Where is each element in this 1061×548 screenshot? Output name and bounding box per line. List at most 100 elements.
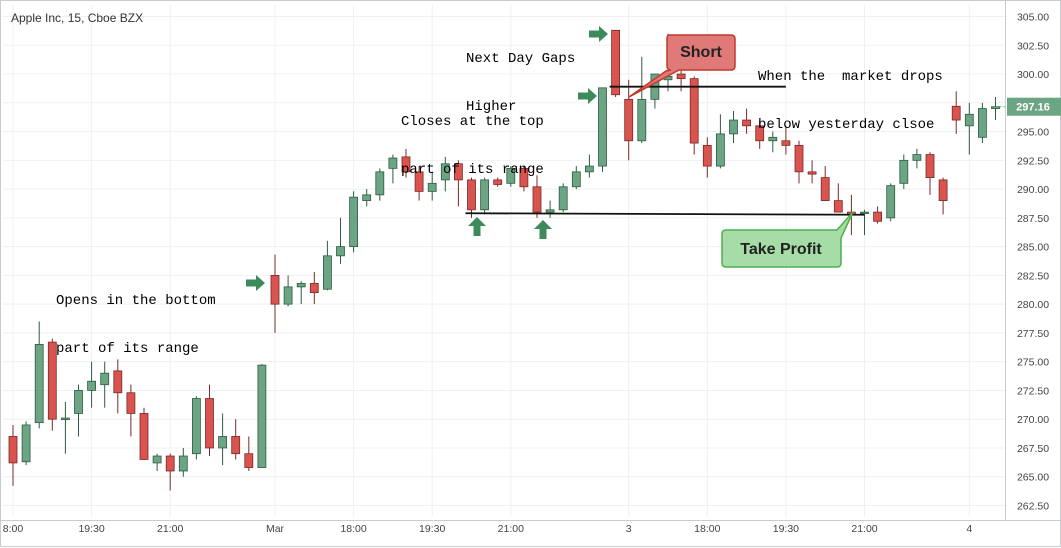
candle-body [74,390,83,414]
take-profit-label: Take Profit [740,241,822,258]
x-tick-label: 8:00 [3,523,24,535]
candle [519,166,529,192]
candle-body [545,209,555,213]
y-tick-label: 305.00 [1017,12,1049,24]
candle [506,166,516,187]
candle-body [860,211,869,215]
candle [218,413,228,466]
candle [964,102,974,155]
candle-body [388,157,398,169]
candle-body [886,185,896,219]
candle [938,177,948,215]
x-tick-label: 18:00 [694,523,720,535]
candle [558,183,568,213]
candle [598,87,607,172]
candle [336,217,345,264]
x-tick-label: 18:00 [340,523,366,535]
candle [427,171,437,201]
candle-body [100,372,110,386]
candle-body [218,436,228,449]
candle-body [336,246,345,257]
y-tick-label: 280.00 [1017,299,1049,311]
candle-body [87,380,96,391]
candle-body [624,98,634,142]
x-tick-label: 4 [966,523,972,535]
candle-body [781,140,791,146]
candle [440,156,450,192]
candle [951,91,961,134]
candle [729,110,738,144]
candle-body [8,436,18,464]
chart-title: Apple Inc, 15, Cboe BZX [11,11,144,25]
candle-body [61,417,70,420]
candle-body [689,78,699,144]
x-tick-label: 3 [626,523,632,535]
candle [912,148,922,169]
candle-body [807,171,817,175]
candle-body [493,179,503,185]
drop-note-line2: below yesterday clsoe [758,117,935,133]
candle-body [925,154,935,178]
short-callout: Short [628,34,736,98]
candle-body [729,119,738,135]
open-note-line1: Opens in the bottom [56,293,216,309]
candle [126,384,136,437]
candle [873,206,882,224]
y-tick-label: 295.00 [1017,127,1049,139]
candle [860,209,869,236]
y-tick-label: 282.50 [1017,270,1049,282]
take-profit-bubble [721,211,854,268]
candle-body [899,159,909,184]
candle [702,137,712,178]
candle-body [820,177,830,201]
candle [283,275,293,307]
x-tick-label: 19:30 [78,523,104,535]
close-arrow-icon [578,88,597,104]
candle [453,160,463,207]
candle [545,200,555,218]
candle-body [47,341,57,420]
candle-body [375,171,385,196]
y-tick-label: 285.00 [1017,242,1049,254]
candle-body [585,165,594,173]
candle-body [21,424,31,463]
candle [585,154,594,178]
y-tick-label: 272.50 [1017,385,1049,397]
y-tick-label: 290.00 [1017,184,1049,196]
open-arrow-icon [246,275,265,291]
candle-body [244,453,254,468]
x-tick-label: 19:30 [419,523,445,535]
close-note-line1: Closes at the top [401,114,544,130]
candle-body [205,398,214,449]
candle [244,436,254,471]
candle [349,191,359,253]
x-tick-label: 21:00 [157,523,183,535]
y-tick-label: 287.50 [1017,213,1049,225]
candle [624,79,634,161]
x-tick-label: 19:30 [773,523,799,535]
y-tick-label: 267.50 [1017,443,1049,455]
candle [807,160,817,184]
candle-body [283,286,293,305]
candle [794,140,804,184]
candle-body [978,108,987,138]
candle [205,384,214,457]
y-tick-label: 262.50 [1017,500,1049,512]
candle [532,175,542,218]
candle-body [676,73,686,80]
candle [978,102,987,144]
candle [899,154,909,190]
candle [270,254,280,333]
support-line [465,212,865,216]
candle [61,401,70,454]
gap-note-line2: Higher [466,99,517,115]
candle [886,183,896,222]
x-tick-label: 21:00 [498,523,524,535]
candle [74,384,83,437]
candle-body [309,283,319,294]
candle-body [532,186,542,213]
candle [925,152,935,195]
candle-body [152,455,162,464]
candle-body [349,196,359,248]
